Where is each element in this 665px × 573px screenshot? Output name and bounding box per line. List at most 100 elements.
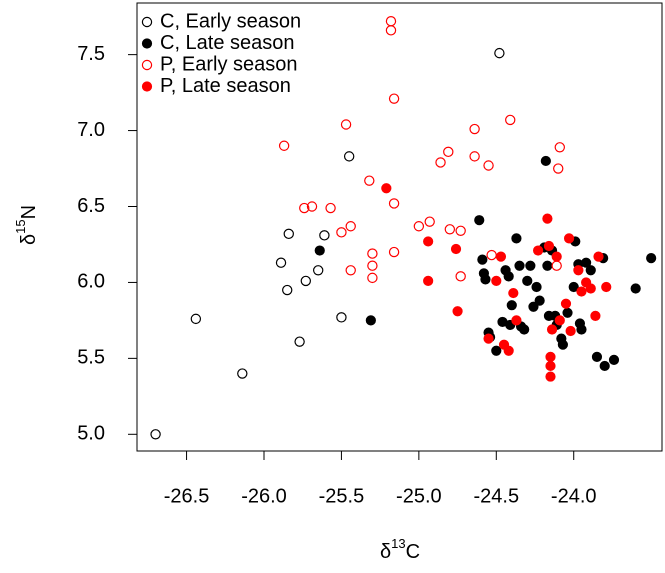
point (491, 345, 502, 356)
point (385, 25, 397, 36)
point (528, 301, 539, 312)
point (542, 213, 553, 224)
point (364, 175, 375, 186)
point (340, 119, 352, 130)
point (282, 284, 293, 296)
point (494, 47, 505, 59)
point (443, 146, 454, 158)
legend-label: P, Early season (160, 53, 298, 75)
point (452, 306, 463, 317)
x-axis-label: δ13C (380, 536, 420, 563)
point (477, 254, 488, 265)
point (423, 275, 434, 287)
point (630, 283, 641, 294)
point (275, 257, 287, 268)
point (367, 272, 378, 284)
point (533, 245, 544, 256)
point (601, 281, 612, 293)
point (599, 360, 610, 372)
x-tick-label: -25.5 (319, 485, 365, 507)
legend-marker (141, 81, 153, 92)
y-tick-label: 7.5 (77, 43, 105, 65)
point (511, 315, 522, 326)
point (474, 215, 485, 226)
point (508, 287, 519, 299)
point (469, 123, 480, 135)
point (319, 230, 330, 241)
point (590, 310, 601, 321)
legend-label: P, Late season (160, 75, 291, 97)
point (551, 251, 562, 262)
legend-marker (141, 38, 153, 49)
point (388, 246, 400, 258)
point (300, 275, 312, 287)
x-tick-label: -24.5 (473, 485, 519, 507)
point (483, 160, 494, 171)
point (581, 257, 592, 268)
point (306, 201, 318, 212)
point (345, 265, 356, 276)
y-tick-label: 5.0 (77, 423, 105, 445)
point (540, 155, 551, 167)
y-tick-label: 5.5 (77, 347, 105, 369)
point (424, 216, 435, 227)
point (503, 271, 514, 282)
point (503, 345, 514, 356)
point (367, 260, 378, 271)
x-tick-label: -26.0 (241, 485, 287, 507)
point (519, 324, 530, 335)
point (505, 114, 516, 126)
point (278, 140, 290, 151)
point (283, 228, 294, 240)
y-tick-label: 7.0 (77, 119, 105, 141)
point (385, 16, 397, 27)
point (525, 260, 536, 271)
point (593, 251, 604, 262)
point (576, 286, 587, 297)
point (545, 371, 556, 382)
x-tick-label: -26.5 (164, 485, 210, 507)
point (585, 265, 596, 276)
point (314, 245, 325, 256)
point (435, 157, 446, 168)
point (381, 183, 392, 194)
point (388, 198, 400, 209)
point (469, 151, 480, 162)
point (554, 142, 565, 153)
point (413, 221, 425, 232)
point (423, 236, 434, 247)
point (325, 202, 336, 214)
point (551, 260, 562, 271)
point (506, 300, 517, 311)
point (483, 333, 494, 344)
point (491, 275, 502, 287)
point (545, 351, 556, 362)
point (585, 283, 596, 294)
point (562, 307, 573, 318)
plot-frame (136, 2, 663, 452)
point (455, 225, 466, 236)
point (514, 260, 525, 271)
point (545, 360, 556, 372)
point (573, 265, 584, 276)
point (646, 253, 657, 264)
point (444, 224, 456, 235)
point (450, 243, 462, 255)
point (299, 202, 310, 214)
point (563, 233, 575, 244)
point (455, 271, 466, 282)
legend-marker (141, 16, 153, 28)
point (543, 240, 555, 252)
legend-label: C, Late season (160, 32, 295, 54)
point (591, 351, 603, 362)
y-tick-label: 6.0 (77, 271, 105, 293)
point (522, 275, 533, 287)
point (495, 251, 507, 262)
point (553, 163, 564, 174)
point (546, 324, 558, 335)
point (388, 93, 400, 104)
point (365, 315, 376, 326)
y-tick-label: 6.5 (77, 195, 105, 217)
point (557, 339, 568, 350)
